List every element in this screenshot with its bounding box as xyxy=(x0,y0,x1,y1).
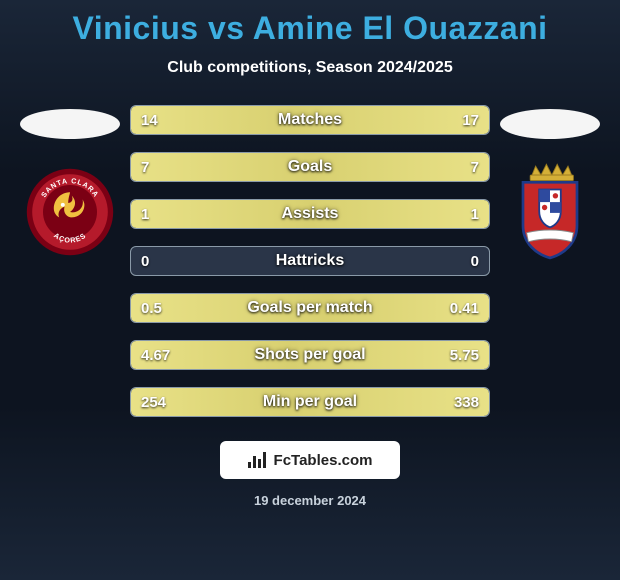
right-club-badge xyxy=(505,167,595,257)
brand-text: FcTables.com xyxy=(274,452,373,469)
right-player-ellipse xyxy=(500,109,600,139)
right-player-column xyxy=(490,105,610,257)
stat-row: 77Goals xyxy=(130,152,490,182)
stat-label: Goals xyxy=(131,153,489,181)
stat-label: Shots per goal xyxy=(131,341,489,369)
stat-label: Hattricks xyxy=(131,247,489,275)
comparison-panel: SANTA CLARA AÇORES 1417Matches 77Goals 11A… xyxy=(0,105,620,417)
stat-label: Matches xyxy=(131,106,489,134)
brand-badge[interactable]: FcTables.com xyxy=(220,441,400,479)
footer-date: 19 december 2024 xyxy=(0,493,620,508)
stat-label: Goals per match xyxy=(131,294,489,322)
stat-row: 11Assists xyxy=(130,199,490,229)
stat-row: 254338Min per goal xyxy=(130,387,490,417)
left-club-badge: SANTA CLARA AÇORES xyxy=(25,167,115,257)
left-player-column: SANTA CLARA AÇORES xyxy=(10,105,130,257)
bar-chart-icon xyxy=(248,452,268,468)
stat-row: 0.50.41Goals per match xyxy=(130,293,490,323)
left-player-ellipse xyxy=(20,109,120,139)
stat-row: 00Hattricks xyxy=(130,246,490,276)
stat-label: Assists xyxy=(131,200,489,228)
stats-table: 1417Matches 77Goals 11Assists 00Hattricks 0.… xyxy=(130,105,490,417)
santa-clara-badge-icon: SANTA CLARA AÇORES xyxy=(25,167,115,257)
page-title: Vinicius vs Amine El Ouazzani xyxy=(0,0,620,47)
stat-row: 1417Matches xyxy=(130,105,490,135)
subtitle: Club competitions, Season 2024/2025 xyxy=(0,59,620,77)
stat-row: 4.675.75Shots per goal xyxy=(130,340,490,370)
braga-badge-icon xyxy=(505,162,595,262)
stat-label: Min per goal xyxy=(131,388,489,416)
